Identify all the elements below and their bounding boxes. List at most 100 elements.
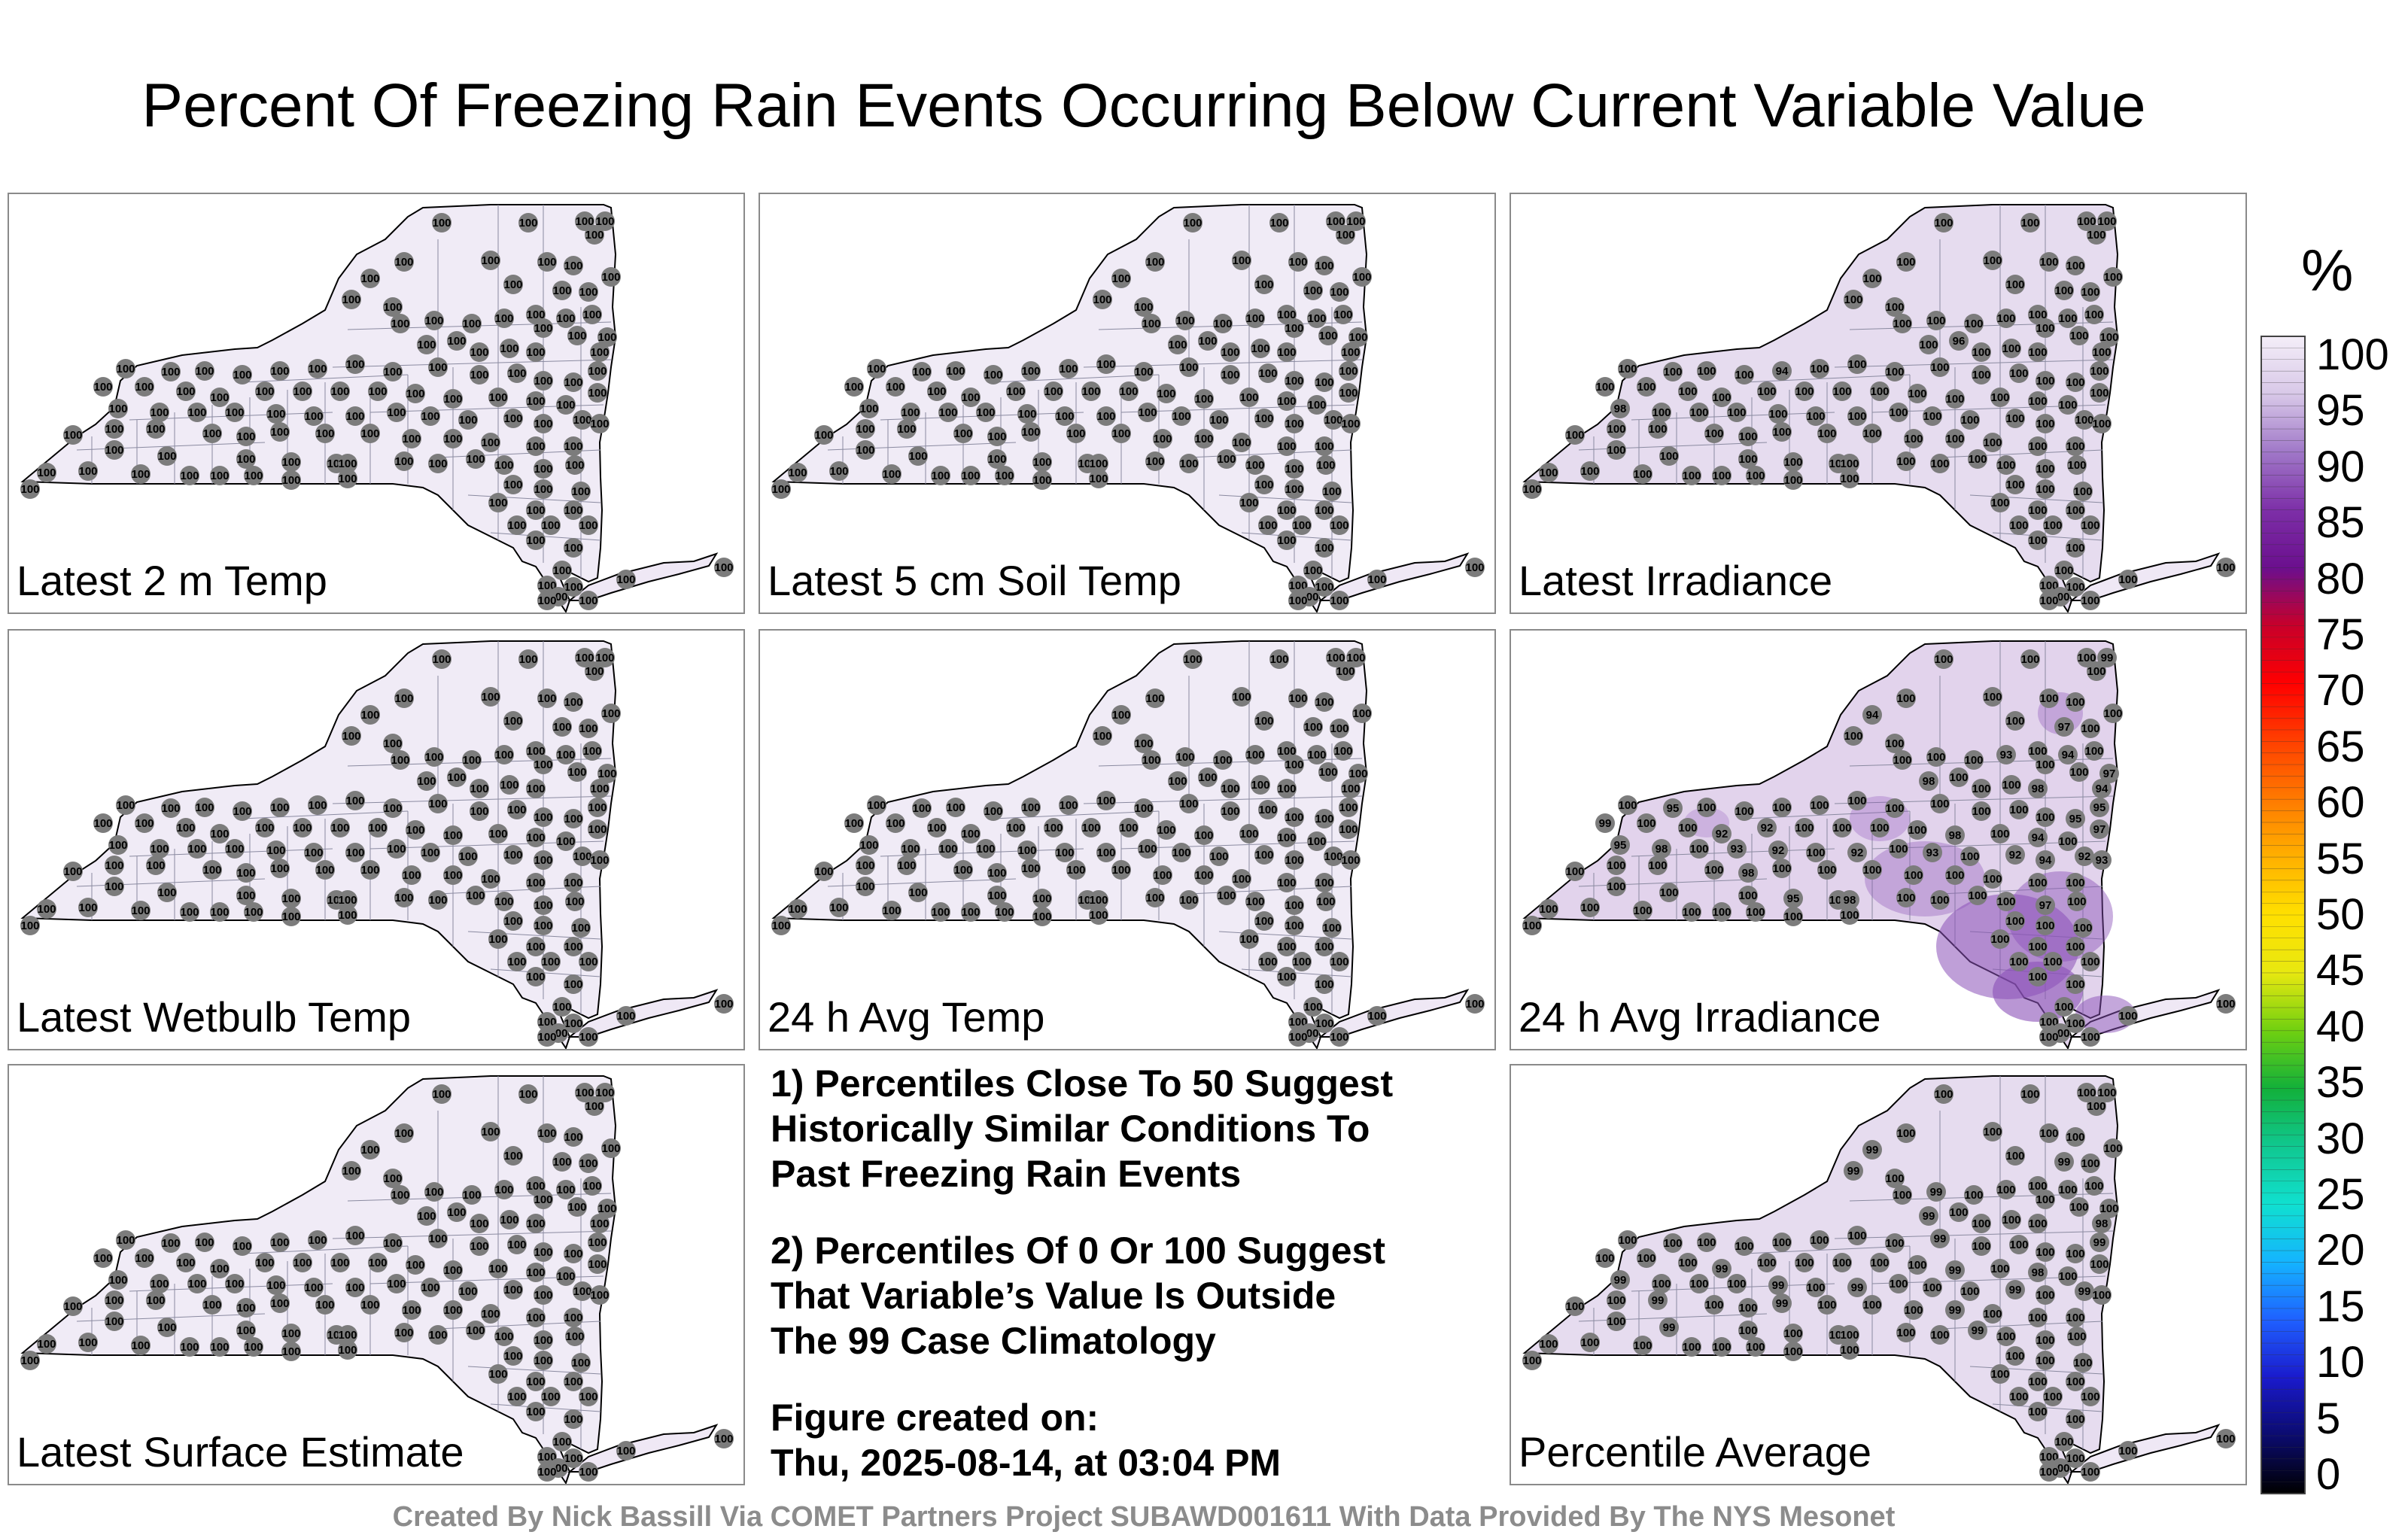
station-marker [1885, 1169, 1905, 1188]
station-value: 100 [856, 880, 874, 893]
station-marker [573, 1281, 592, 1301]
station-value: 100 [1704, 427, 1723, 440]
station-value: 100 [2036, 1354, 2054, 1367]
station-value: 100 [526, 941, 545, 953]
station-marker [1324, 847, 1343, 866]
station-marker [953, 860, 973, 880]
station-value: 100 [2005, 715, 2024, 728]
station-value: 100 [1580, 901, 1599, 914]
station-marker [1326, 648, 1345, 667]
station-marker [534, 1330, 553, 1350]
station-marker [1348, 327, 1368, 347]
station-marker [406, 384, 425, 403]
station-marker [534, 459, 553, 479]
station-marker [1919, 771, 1938, 791]
station-marker [2075, 410, 2094, 430]
station-marker [1194, 865, 1214, 885]
station-value: 100 [912, 366, 931, 378]
station-marker [1138, 403, 1157, 422]
station-marker [2118, 570, 2138, 589]
station-value: 100 [2043, 1391, 2062, 1403]
station-marker [1735, 365, 1754, 385]
station-value: 100 [20, 1354, 39, 1367]
station-marker [383, 1169, 403, 1188]
station-value: 100 [1990, 1263, 2009, 1275]
station-marker [901, 839, 920, 859]
station-value: 92 [1761, 822, 1774, 834]
station-value: 100 [1757, 1257, 1776, 1269]
station-value: 100 [1465, 998, 1484, 1011]
station-marker [1817, 424, 1837, 443]
station-value: 100 [394, 1127, 413, 1140]
station-marker [1142, 750, 1161, 770]
station-marker [1341, 414, 1361, 433]
station-value: 100 [2036, 919, 2054, 932]
station-marker [1333, 305, 1353, 324]
station-marker [961, 388, 981, 407]
station-marker [976, 403, 996, 422]
station-value: 95 [1667, 802, 1680, 815]
station-marker [844, 377, 864, 397]
color-legend-bar [2261, 336, 2306, 1494]
station-value: 100 [1017, 408, 1036, 421]
station-marker [1908, 384, 1927, 403]
station-marker [406, 1255, 425, 1275]
station-value: 100 [856, 423, 874, 436]
station-marker [342, 1161, 361, 1181]
station-value: 100 [1772, 862, 1791, 875]
station-value: 100 [526, 1217, 545, 1230]
station-value: 100 [20, 483, 39, 496]
station-value: 100 [2081, 1466, 2099, 1479]
station-marker [225, 839, 245, 859]
station-value: 100 [1746, 1341, 1765, 1354]
station-marker [494, 1180, 514, 1199]
station-value: 100 [131, 468, 150, 481]
station-value: 100 [1352, 707, 1371, 720]
station-value: 100 [579, 1466, 597, 1479]
station-marker [534, 414, 553, 433]
station-marker [447, 768, 467, 787]
station-value: 100 [161, 802, 180, 815]
station-marker [829, 898, 849, 917]
station-value: 100 [1277, 941, 1296, 953]
station-marker [1522, 1351, 1542, 1370]
station-value: 100 [534, 811, 552, 824]
station-marker [1315, 500, 1334, 520]
station-marker [579, 515, 598, 535]
station-marker [2036, 850, 2055, 870]
station-marker [1111, 705, 1131, 725]
station-marker [565, 892, 585, 911]
station-value: 100 [1194, 829, 1213, 842]
station-marker [360, 705, 380, 725]
station-marker [1996, 1180, 2016, 1199]
station-marker [2067, 1327, 2087, 1346]
station-value: 100 [976, 843, 995, 856]
station-value: 100 [1840, 457, 1859, 470]
station-value: 100 [176, 385, 195, 398]
station-value: 100 [488, 828, 507, 840]
station-value: 100 [105, 423, 123, 436]
station-value: 100 [488, 1263, 507, 1275]
station-marker [597, 327, 617, 347]
station-value: 100 [1870, 822, 1889, 834]
station-value: 100 [2005, 278, 2024, 291]
station-value: 100 [424, 751, 443, 764]
station-marker [938, 403, 958, 422]
legend-tick-label: 70 [2316, 666, 2365, 716]
station-marker [1697, 361, 1716, 381]
station-marker [1565, 1296, 1585, 1316]
station-value: 100 [1847, 795, 1866, 807]
station-value: 100 [383, 1237, 402, 1250]
notes-block: 1) Percentiles Close To 50 Suggest Histo… [771, 1061, 1493, 1517]
station-marker [1055, 406, 1075, 426]
legend-unit: % [2301, 237, 2354, 303]
station-value: 100 [534, 899, 552, 912]
station-marker [161, 798, 181, 818]
station-marker [2066, 500, 2085, 520]
station-marker [443, 825, 463, 845]
station-marker [564, 809, 583, 828]
station-value: 100 [1972, 805, 1990, 818]
station-marker [1983, 433, 2002, 452]
station-value: 100 [1727, 1278, 1746, 1290]
